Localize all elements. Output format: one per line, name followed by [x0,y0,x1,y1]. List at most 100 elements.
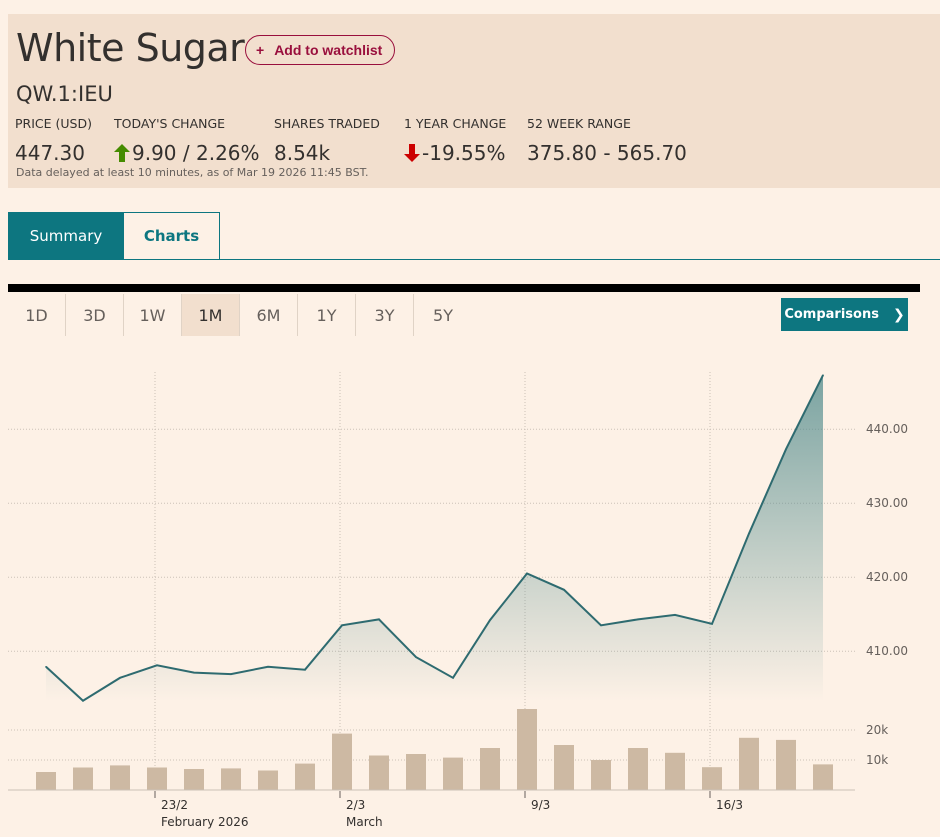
y-tick-label: 430.00 [866,496,908,510]
volume-bar [628,748,648,790]
tab-summary[interactable]: Summary [8,212,124,259]
section-divider [8,284,920,292]
price-point [748,532,750,535]
period-1w[interactable]: 1W [124,294,182,336]
stat-shares-traded: SHARES TRADED 8.54k [274,116,380,165]
period-1d[interactable]: 1D [8,294,66,336]
quote-tabs: Summary Charts [8,212,940,260]
y-tick-label: 440.00 [866,422,908,436]
price-line [45,374,824,703]
volume-bar [369,755,389,790]
price-point [674,614,676,616]
price-area-fill [46,375,823,701]
volume-bar [739,737,759,790]
price-point [563,588,565,591]
volume-bar [554,745,574,790]
price-point [600,624,602,627]
watchlist-label: Add to watchlist [274,42,383,58]
period-6m[interactable]: 6M [240,294,298,336]
volume-bar [110,765,130,790]
tab-charts[interactable]: Charts [124,212,220,259]
y-tick-label: 410.00 [866,644,908,658]
shares-traded-value: 8.54k [274,141,331,165]
volume-bar [36,772,56,790]
arrow-down-icon [404,144,420,162]
range-label: 52 WEEK RANGE [527,116,631,131]
volume-bar [776,739,796,790]
price-point [193,671,195,674]
x-tick-sublabel: February 2026 [161,815,249,829]
volume-bar [591,760,611,790]
chevron-right-icon: ❯ [892,306,905,323]
x-tick-label: 16/3 [716,798,743,812]
price-point [452,677,454,679]
arrow-up-icon [114,144,130,162]
volume-bar [443,757,463,790]
price-point [378,618,380,621]
price-value: 447.30 [15,141,85,165]
year-change-value: -19.55% [422,141,506,165]
stat-52-week-range: 52 WEEK RANGE 375.80 - 565.70 [527,116,687,165]
volume-bar [258,770,278,790]
x-tick-label: 23/2 [161,798,188,812]
comparisons-label: Comparisons [784,307,879,322]
data-delay-note: Data delayed at least 10 minutes, as of … [16,166,369,179]
x-tick-sublabel: March [346,815,383,829]
stat-price: PRICE (USD) 447.30 [15,116,92,165]
volume-bar [665,752,685,790]
price-point [45,665,47,668]
volume-bar [147,767,167,790]
quote-header: White Sugar + Add to watchlist QW.1:IEU … [8,14,940,188]
period-5y[interactable]: 5Y [433,305,453,325]
comparisons-button[interactable]: Comparisons ❯ [781,298,908,331]
range-value: 375.80 - 565.70 [527,141,687,165]
add-to-watchlist-button[interactable]: + Add to watchlist [245,35,396,65]
shares-traded-label: SHARES TRADED [274,116,380,131]
price-point [711,623,713,625]
period-1m[interactable]: 1M [182,294,240,336]
plus-icon: + [256,42,265,58]
price-point [526,572,528,575]
volume-tick-label: 10k [866,753,888,767]
volume-bar [332,733,352,790]
period-3d[interactable]: 3D [66,294,124,336]
volume-bar [702,767,722,790]
price-chart: 410.00 420.00 430.00 440.00 10k 20k 23/2 Februa… [8,372,908,829]
period-1y[interactable]: 1Y [298,294,356,336]
year-change-label: 1 YEAR CHANGE [404,116,507,131]
price-point [785,448,787,450]
price-point [637,618,639,621]
y-tick-label: 420.00 [866,570,908,584]
stat-year-change: 1 YEAR CHANGE -19.55% [404,116,506,165]
price-point [341,624,343,627]
price-point [415,656,417,658]
stat-today-change: TODAY'S CHANGE 9.90 / 2.26% [114,116,260,165]
page-title: White Sugar [16,26,245,70]
price-point [267,665,269,668]
today-change-value: 9.90 / 2.26% [132,141,260,165]
price-point [489,619,491,621]
x-tick-label: 9/3 [531,798,550,812]
ticker-symbol: QW.1:IEU [16,82,113,106]
volume-bar [813,764,833,790]
volume-bar [73,767,93,790]
x-tick-label: 2/3 [346,798,365,812]
today-change-label: TODAY'S CHANGE [114,116,226,131]
price-point [230,673,232,675]
volume-bar [221,768,241,790]
volume-bar [480,748,500,790]
price-point [822,374,824,376]
volume-bar [517,709,537,790]
price-point [156,664,158,667]
volume-bar [295,763,315,790]
tabs-divider [8,259,940,260]
period-selector: 1D 3D 1W 1M 6M 1Y 3Y 5Y [8,294,472,336]
price-label: PRICE (USD) [15,116,92,131]
price-point [119,677,121,679]
volume-bar [184,769,204,790]
price-point [82,699,84,702]
volume-bar [406,754,426,790]
price-point [304,668,306,671]
period-3y[interactable]: 3Y [356,294,414,336]
volume-tick-label: 20k [866,723,888,737]
